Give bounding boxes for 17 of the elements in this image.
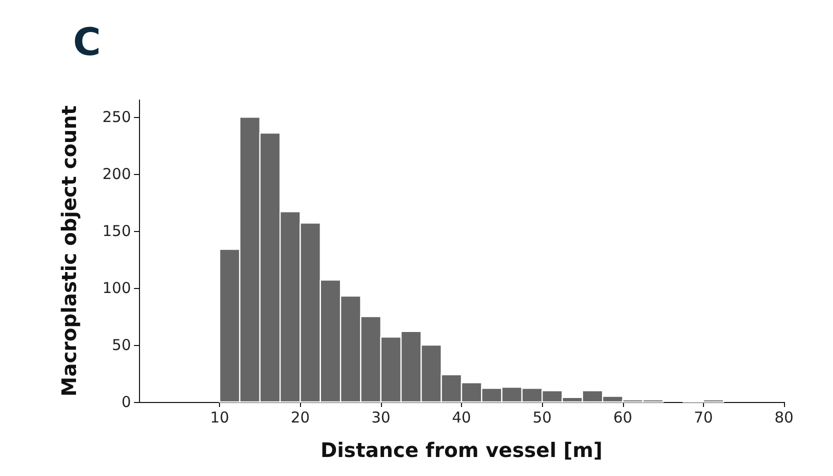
x-tick-label: 30 <box>371 408 390 426</box>
y-tick-label: 200 <box>102 165 131 184</box>
x-tick-label: 20 <box>290 408 310 426</box>
x-tick-label: 10 <box>210 408 230 426</box>
x-tick-label: 70 <box>694 408 713 426</box>
y-axis-title: Macroplastic object count <box>57 104 81 397</box>
y-tick-label: 150 <box>102 222 131 240</box>
x-tick-label: 60 <box>613 408 632 426</box>
x-tick-label: 80 <box>774 408 794 426</box>
y-tick-label: 0 <box>121 393 131 411</box>
x-axis-title: Distance from vessel [m] <box>320 438 603 462</box>
x-tick-label: 50 <box>532 408 552 426</box>
chart-title: C <box>73 20 101 64</box>
x-tick-label: 40 <box>452 408 472 426</box>
y-tick-label: 50 <box>112 336 131 354</box>
y-tick-label: 100 <box>102 279 131 298</box>
y-tick-label: 250 <box>102 108 131 126</box>
